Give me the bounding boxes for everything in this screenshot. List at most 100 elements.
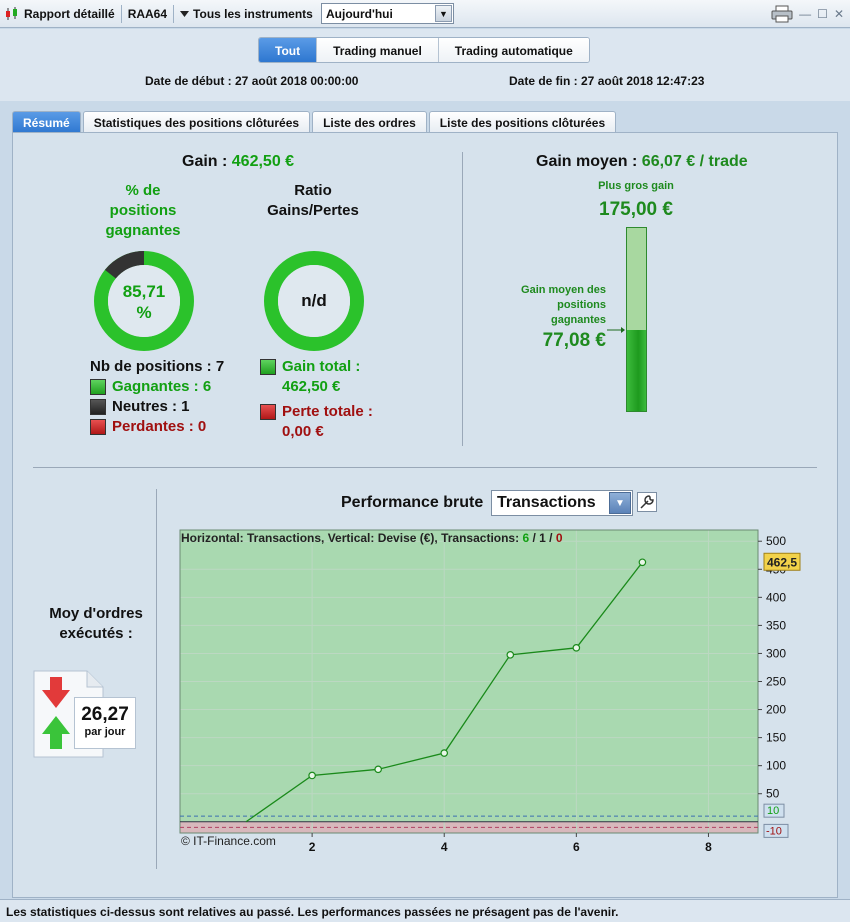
upper-threshold-text: 10 [767, 805, 779, 817]
vertical-divider [156, 489, 157, 869]
close-icon[interactable]: ✕ [833, 7, 844, 21]
ratio-value: n/d [301, 291, 327, 310]
wrench-icon[interactable] [637, 492, 657, 512]
legend-win: 6 [522, 531, 529, 545]
ratio-donut [264, 251, 364, 351]
end-date: Date de fin : 27 août 2018 12:47:23 [509, 74, 705, 88]
y-axis-ticks: 50100150200250300350400450500 [758, 534, 786, 801]
orders-value-box: 26,27 par jour [74, 697, 136, 749]
total-loss-value: 0,00 € [282, 423, 324, 440]
data-point [572, 644, 581, 652]
legend-prefix: Horizontal: Transactions, Vertical: Devi… [181, 531, 522, 545]
orders-unit: par jour [84, 726, 126, 738]
mode-auto-button[interactable]: Trading automatique [438, 38, 589, 62]
period-value: Aujourd'hui [326, 7, 393, 21]
performance-title: Performance brute [341, 494, 484, 511]
footer-disclaimer: Les statistiques ci-dessus sont relative… [0, 899, 850, 922]
tab-orders-list[interactable]: Liste des ordres [312, 111, 427, 133]
chart-grid [180, 530, 758, 833]
report-header: Tout Trading manuel Trading automatique … [0, 29, 850, 101]
instruments-label: Tous les instruments [193, 6, 313, 21]
total-loss: Perte totale : [260, 403, 373, 420]
legend-neutral: 1 [539, 531, 546, 545]
window-controls: — ☐ ✕ [771, 5, 844, 23]
total-gain-label: Gain total : [282, 358, 361, 375]
arrow-up-green-icon [42, 716, 70, 749]
avg-gain-value: 66,07 € / trade [641, 153, 748, 170]
winning-pct-donut [94, 251, 194, 351]
x-tick-label: 6 [573, 840, 580, 854]
legend-lose: 0 [556, 531, 563, 545]
arrow-right-icon [607, 327, 625, 333]
y-tick-label: 250 [766, 675, 786, 689]
winning-pct-title: % de positions gagnantes [105, 182, 181, 239]
neutral-segment [104, 251, 145, 279]
start-date: Date de début : 27 août 2018 00:00:00 [145, 74, 359, 88]
candlestick-icon [6, 6, 17, 20]
mode-manual-button[interactable]: Trading manuel [317, 38, 439, 62]
x-tick-label: 8 [705, 840, 712, 854]
gain-label: Gain : [182, 153, 232, 170]
losing-count: Perdantes : 0 [90, 418, 206, 435]
account-label[interactable]: RAA64 [127, 6, 168, 21]
avg-gain-heading: Gain moyen : 66,07 € / trade [536, 153, 748, 171]
ratio-title: Ratio Gains/Pertes [267, 182, 359, 219]
red-square-icon [90, 418, 106, 435]
horizontal-divider [33, 467, 817, 468]
chevron-down-icon[interactable]: ▼ [435, 5, 452, 22]
y-tick-label: 50 [766, 787, 780, 801]
last-value-tag: 462,5 [763, 552, 801, 571]
green-square-icon [260, 358, 276, 375]
tab-summary[interactable]: Résumé [12, 111, 81, 133]
y-tick-label: 300 [766, 646, 786, 660]
minimize-icon[interactable]: — [799, 7, 812, 21]
pct-number: 85,71 [122, 282, 166, 301]
losing-label: Perdantes : 0 [112, 418, 207, 435]
avg-winning-value: 77,08 € [542, 330, 606, 351]
neutral-label: Neutres : 1 [112, 398, 190, 415]
lower-threshold-tag: -10 [763, 823, 789, 838]
tab-closed-stats[interactable]: Statistiques des positions clôturées [82, 111, 311, 133]
biggest-gain-value: 175,00 € [599, 199, 673, 220]
y-tick-label: 200 [766, 703, 786, 717]
maximize-icon[interactable]: ☐ [817, 7, 828, 21]
mode-all-button[interactable]: Tout [259, 38, 318, 62]
pct-unit: % [136, 303, 152, 322]
vertical-divider [462, 152, 463, 446]
avg-gain-gauge-fill [627, 330, 646, 411]
performance-selector[interactable]: Transactions ▼ [491, 490, 633, 516]
total-gain-value: 462,50 € [282, 378, 341, 395]
separator [120, 4, 122, 23]
winning-pct-value: 85,71% [102, 281, 186, 323]
orders-title: Moy d'ordres exécutés : [49, 605, 143, 642]
green-square-icon [90, 378, 106, 395]
instruments-dropdown[interactable]: Tous les instruments [180, 7, 313, 21]
print-icon[interactable] [771, 5, 793, 23]
avg-gain-label: Gain moyen : [536, 153, 642, 170]
data-point [440, 749, 449, 757]
biggest-gain-label: Plus gros gain [598, 180, 674, 192]
lower-threshold-text: -10 [766, 825, 782, 837]
total-gain: Gain total : [260, 358, 360, 375]
title-bar: Rapport détaillé RAA64 Tous les instrume… [0, 0, 850, 28]
winning-label: Gagnantes : 6 [112, 378, 212, 395]
series-points [308, 558, 647, 780]
data-point [638, 558, 647, 567]
black-square-icon [90, 398, 106, 415]
gain-heading: Gain : 462,50 € [182, 153, 294, 171]
copyright-label: © IT-Finance.com [181, 834, 276, 848]
avg-gain-gauge [626, 227, 647, 412]
red-square-icon [260, 403, 276, 420]
y-tick-label: 350 [766, 618, 786, 632]
avg-winning-label: Gain moyen des positions gagnantes [521, 284, 606, 326]
chevron-down-icon[interactable]: ▼ [609, 492, 631, 514]
y-tick-label: 100 [766, 759, 786, 773]
positions-count: Nb de positions : 7 [90, 358, 225, 375]
period-select[interactable]: Aujourd'hui ▼ [321, 3, 454, 24]
x-tick-label: 4 [441, 840, 448, 854]
tab-closed-positions[interactable]: Liste des positions clôturées [428, 111, 617, 133]
positive-zone [180, 530, 758, 822]
last-value-tag-text: 462,5 [767, 555, 797, 569]
mode-segmented-control: Tout Trading manuel Trading automatique [258, 37, 590, 63]
